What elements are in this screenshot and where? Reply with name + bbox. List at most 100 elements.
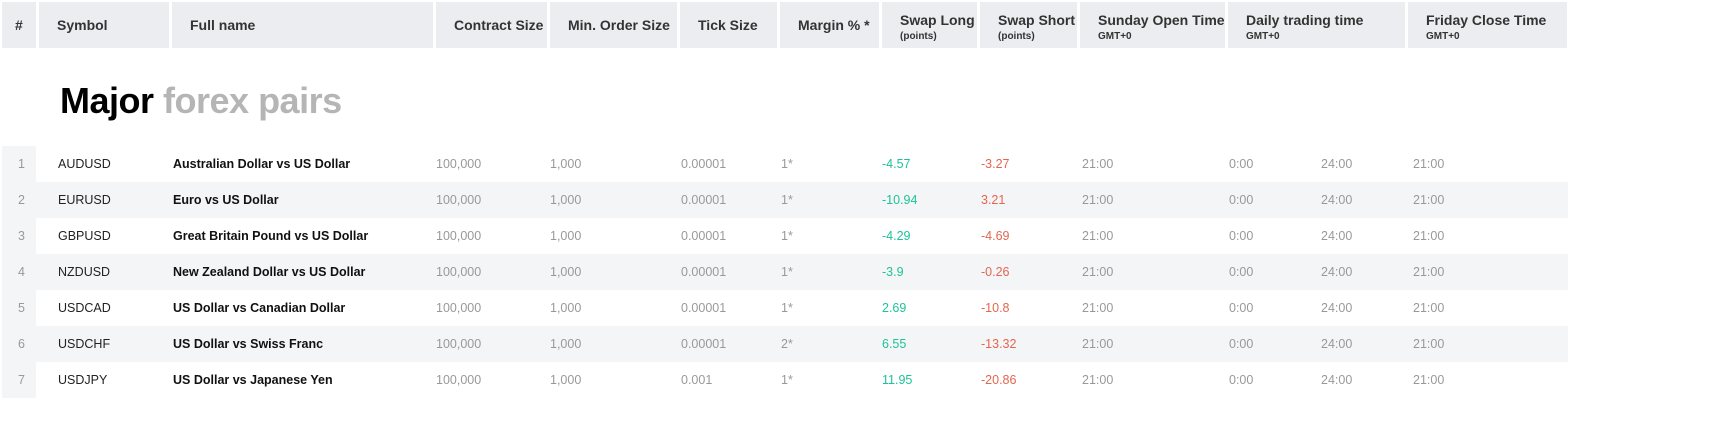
cell-swap-short: -3.27 — [981, 157, 1010, 171]
cell-n: 1 — [18, 157, 25, 171]
cell-tick: 0.00001 — [681, 301, 727, 315]
cell-symbol: AUDUSD — [58, 157, 111, 171]
header-hash: # — [2, 2, 36, 48]
cell-margin: 2* — [781, 337, 793, 351]
table-row[interactable]: 4 NZDUSD New Zealand Dollar vs US Dollar 10… — [2, 254, 1568, 290]
cell-friday: 21:00 — [1413, 193, 1445, 207]
cell-contract: 100,000 — [436, 229, 482, 243]
cell-margin: 1* — [781, 157, 793, 171]
cell-symbol: EURUSD — [58, 193, 111, 207]
header-label: Sunday Open Time — [1098, 12, 1225, 28]
cell-name: US Dollar vs Swiss Franc — [173, 337, 324, 351]
header-swap-short: Swap Short (points) — [980, 2, 1077, 48]
header-margin: Margin % * — [780, 2, 879, 48]
header-label: Friday Close Time — [1426, 12, 1547, 28]
header-friday-close: Friday Close Time GMT+0 — [1408, 2, 1567, 48]
cell-sunday: 21:00 — [1082, 337, 1114, 351]
header-label: Swap Long — [900, 12, 975, 28]
cell-name: Australian Dollar vs US Dollar — [173, 157, 351, 171]
cell-daily-to: 24:00 — [1321, 265, 1353, 279]
cell-margin: 1* — [781, 265, 793, 279]
cell-symbol: USDCHF — [58, 337, 111, 351]
header-label: Swap Short — [998, 12, 1076, 28]
header-sunday-open: Sunday Open Time GMT+0 — [1080, 2, 1225, 48]
header-min-order-size: Min. Order Size — [550, 2, 677, 48]
cell-sunday: 21:00 — [1082, 229, 1114, 243]
cell-margin: 1* — [781, 301, 793, 315]
cell-daily-from: 0:00 — [1229, 373, 1254, 387]
cell-friday: 21:00 — [1413, 265, 1445, 279]
cell-contract: 100,000 — [436, 265, 482, 279]
cell-symbol: NZDUSD — [58, 265, 111, 279]
header-sub: (points) — [900, 31, 937, 42]
cell-min: 1,000 — [550, 157, 582, 171]
header-contract-size: Contract Size — [436, 2, 547, 48]
cell-name: Euro vs US Dollar — [173, 193, 279, 207]
table-row[interactable]: 1 AUDUSD Australian Dollar vs US Dollar 100… — [2, 146, 1568, 182]
header-label: Margin % * — [798, 17, 870, 33]
cell-swap-long: 6.55 — [882, 337, 907, 351]
table-row[interactable]: 6 USDCHF US Dollar vs Swiss Franc 100,000 1,… — [2, 326, 1568, 362]
cell-sunday: 21:00 — [1082, 193, 1114, 207]
cell-contract: 100,000 — [436, 157, 482, 171]
cell-daily-from: 0:00 — [1229, 229, 1254, 243]
cell-daily-to: 24:00 — [1321, 337, 1353, 351]
header-label: Symbol — [57, 17, 108, 33]
header-daily-trading: Daily trading time GMT+0 — [1228, 2, 1405, 48]
table-row[interactable]: 3 GBPUSD Great Britain Pound vs US Dollar 1… — [2, 218, 1568, 254]
cell-margin: 1* — [781, 229, 793, 243]
header-swap-long: Swap Long (points) — [882, 2, 977, 48]
cell-friday: 21:00 — [1413, 337, 1445, 351]
cell-sunday: 21:00 — [1082, 301, 1114, 315]
cell-daily-from: 0:00 — [1229, 193, 1254, 207]
cell-swap-short: -0.26 — [981, 265, 1010, 279]
cell-name: Great Britain Pound vs US Dollar — [173, 229, 369, 243]
cell-swap-short: -20.86 — [981, 373, 1017, 387]
table-row[interactable]: 5 USDCAD US Dollar vs Canadian Dollar 100,0… — [2, 290, 1568, 326]
cell-sunday: 21:00 — [1082, 265, 1114, 279]
table-row[interactable]: 7 USDJPY US Dollar vs Japanese Yen 100,000 1… — [2, 362, 1568, 398]
header-sub: GMT+0 — [1246, 31, 1280, 42]
cell-name: US Dollar vs Japanese Yen — [173, 373, 333, 387]
cell-n: 6 — [18, 337, 25, 351]
table-row[interactable]: 2 EURUSD Euro vs US Dollar 100,000 1,000 0.00… — [2, 182, 1568, 218]
cell-swap-short: -10.8 — [981, 301, 1010, 315]
cell-n: 2 — [18, 193, 25, 207]
title-light: forex pairs — [163, 80, 342, 121]
header-label: Full name — [190, 17, 256, 33]
row-number-cell — [2, 218, 36, 254]
cell-symbol: GBPUSD — [58, 229, 111, 243]
cell-min: 1,000 — [550, 229, 582, 243]
cell-daily-from: 0:00 — [1229, 301, 1254, 315]
header-symbol: Symbol — [39, 2, 169, 48]
cell-tick: 0.00001 — [681, 337, 727, 351]
cell-contract: 100,000 — [436, 193, 482, 207]
cell-contract: 100,000 — [436, 373, 482, 387]
header-sub: GMT+0 — [1426, 31, 1460, 42]
header-label: Min. Order Size — [568, 17, 670, 33]
cell-n: 3 — [18, 229, 25, 243]
cell-swap-long: -4.29 — [882, 229, 911, 243]
cell-name: New Zealand Dollar vs US Dollar — [173, 265, 366, 279]
header-sub: (points) — [998, 31, 1035, 42]
cell-swap-long: -10.94 — [882, 193, 918, 207]
cell-swap-short: 3.21 — [981, 193, 1006, 207]
cell-min: 1,000 — [550, 265, 582, 279]
cell-swap-long: -4.57 — [882, 157, 911, 171]
cell-margin: 1* — [781, 193, 793, 207]
cell-daily-to: 24:00 — [1321, 301, 1353, 315]
cell-swap-short: -13.32 — [981, 337, 1017, 351]
cell-name: US Dollar vs Canadian Dollar — [173, 301, 346, 315]
cell-daily-to: 24:00 — [1321, 193, 1353, 207]
cell-min: 1,000 — [550, 337, 582, 351]
cell-sunday: 21:00 — [1082, 157, 1114, 171]
header-label: Contract Size — [454, 17, 544, 33]
cell-friday: 21:00 — [1413, 301, 1445, 315]
cell-margin: 1* — [781, 373, 793, 387]
cell-sunday: 21:00 — [1082, 373, 1114, 387]
cell-n: 4 — [18, 265, 25, 279]
cell-symbol: USDJPY — [58, 373, 108, 387]
row-number-cell — [2, 290, 36, 326]
header-label: Daily trading time — [1246, 12, 1364, 28]
cell-min: 1,000 — [550, 193, 582, 207]
